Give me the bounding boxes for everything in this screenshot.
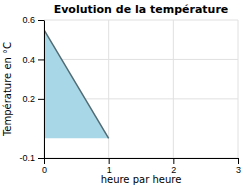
chart: 0 1 2 3 -0.1 0.2 0.4 0.6 Evolution de la tempéra… xyxy=(0,0,250,188)
tick-mark xyxy=(38,158,44,159)
tick: 1 xyxy=(107,158,112,175)
tick: -0.1 xyxy=(19,153,44,163)
tick-mark xyxy=(238,158,239,164)
tick-label: 0.4 xyxy=(22,55,35,65)
y-axis-title: Température en °C xyxy=(2,42,13,137)
tick: 0 xyxy=(42,158,47,175)
tick: 0.2 xyxy=(22,94,44,104)
grid xyxy=(44,20,238,158)
tick-label: 3 xyxy=(236,165,241,175)
area xyxy=(44,30,109,138)
tick: 2 xyxy=(171,158,176,175)
tick-mark xyxy=(38,20,44,21)
marks xyxy=(44,30,109,138)
tick: 3 xyxy=(236,158,241,175)
tick-mark xyxy=(44,158,45,164)
grid-line xyxy=(173,20,174,158)
tick-mark xyxy=(38,59,44,60)
tick-mark xyxy=(38,99,44,100)
grid-line xyxy=(44,20,238,21)
grid-line xyxy=(238,20,239,158)
x-axis: 0 1 2 3 xyxy=(42,158,241,175)
x-axis-title: heure par heure xyxy=(101,174,182,185)
y-axis: -0.1 0.2 0.4 0.6 xyxy=(19,15,44,163)
tick-label: -0.1 xyxy=(19,153,35,163)
grid-line xyxy=(44,59,238,60)
tick: 0.4 xyxy=(22,55,44,65)
chart-container: 0 1 2 3 -0.1 0.2 0.4 0.6 Evolution de la tempéra… xyxy=(0,0,250,188)
grid-line xyxy=(44,158,238,159)
line xyxy=(44,30,109,138)
tick-label: 0 xyxy=(42,165,47,175)
plot: 0 1 2 3 -0.1 0.2 0.4 0.6 xyxy=(19,15,241,175)
axis-line xyxy=(44,21,45,159)
tick-label: 0.2 xyxy=(22,94,35,104)
title: Evolution de la température xyxy=(54,3,229,16)
tick: 0.6 xyxy=(22,15,44,25)
grid-line xyxy=(44,20,45,158)
tick-mark xyxy=(173,158,174,164)
tick-label: 0.6 xyxy=(22,15,35,25)
tick-mark xyxy=(109,158,110,164)
axis-line xyxy=(45,158,239,159)
